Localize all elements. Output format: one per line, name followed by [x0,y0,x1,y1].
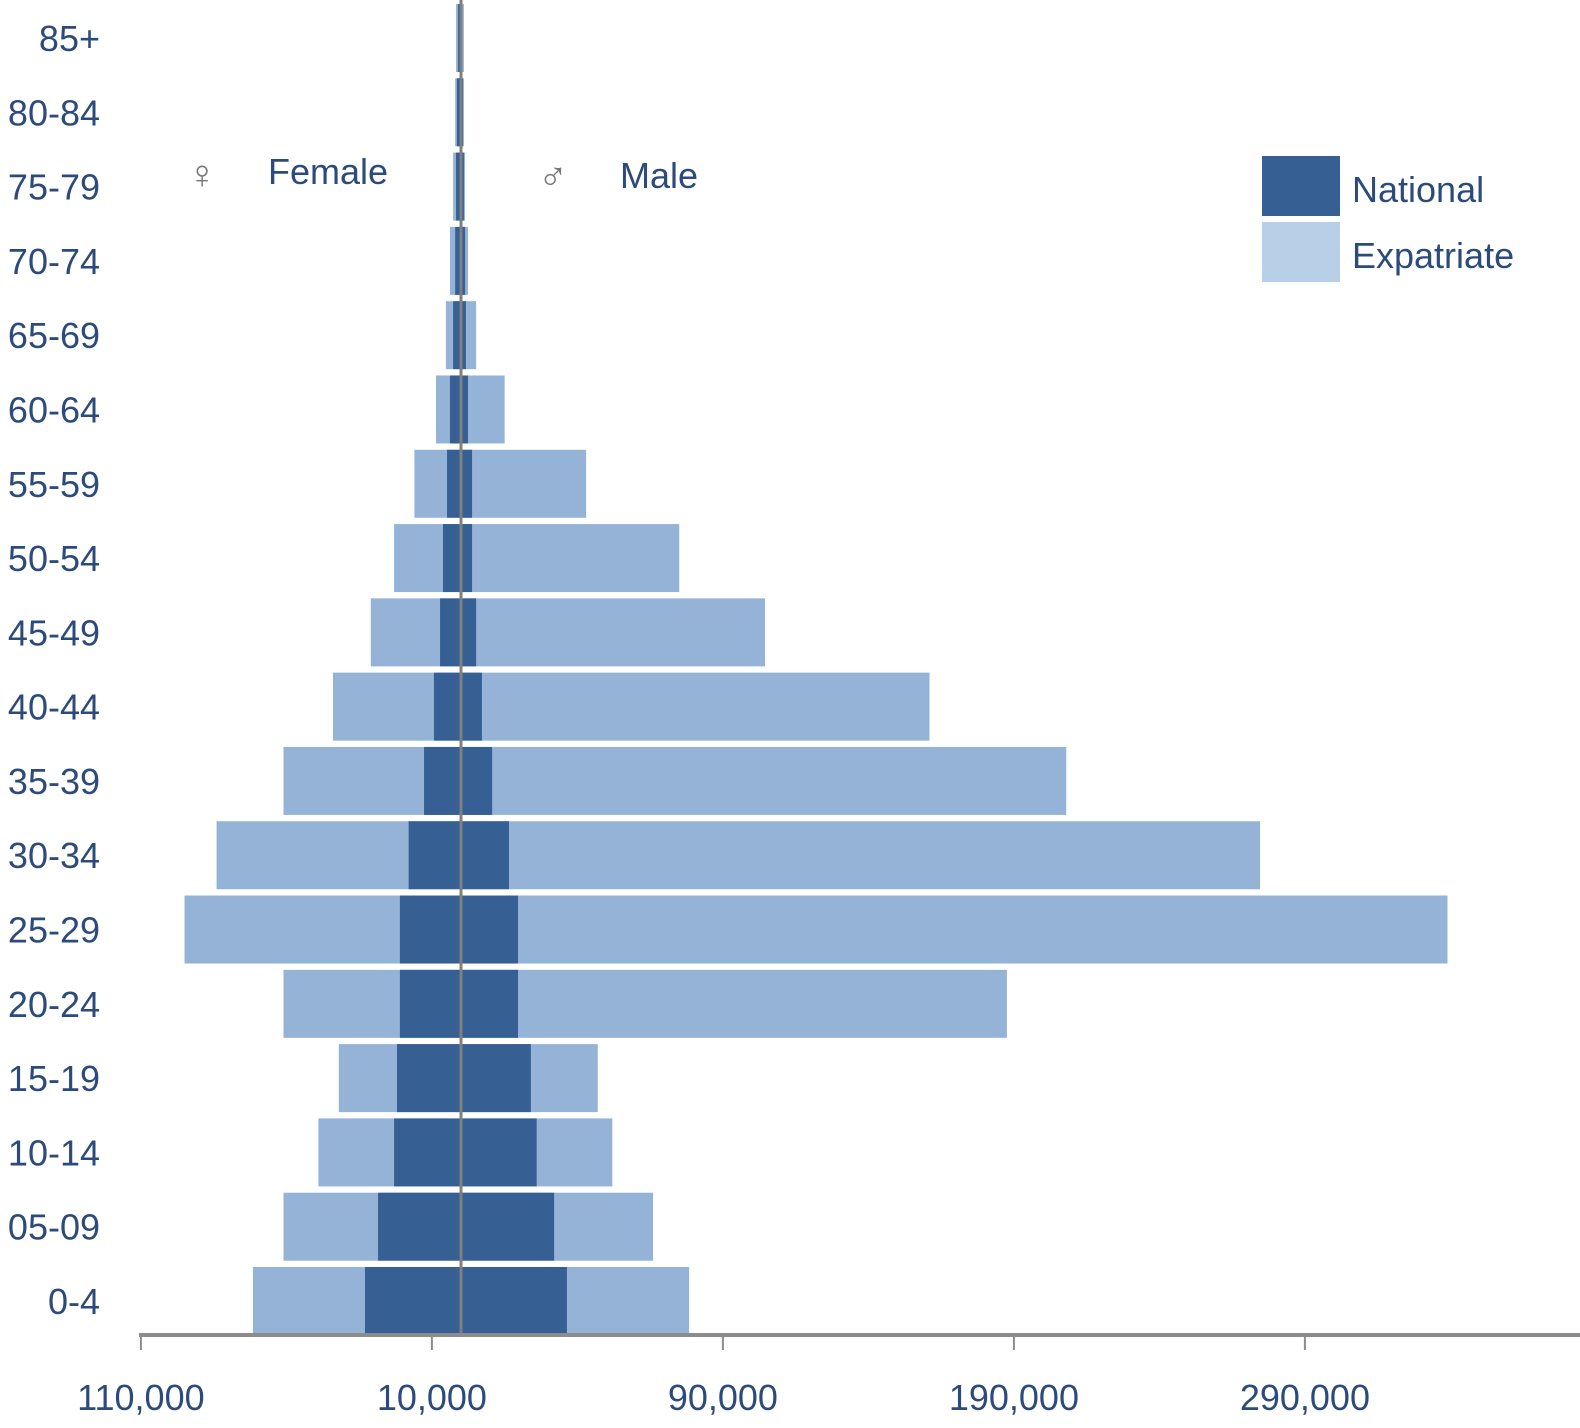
female-symbol: ♀ [187,153,217,197]
x-tick-label: 110,000 [77,1377,204,1418]
age-group-label: 25-29 [8,910,100,951]
bar-male-national-15-19 [461,1044,531,1113]
bar-male-expatriate-25-29 [461,895,1448,964]
age-group-label: 60-64 [8,389,100,430]
bar-male-national-55-59 [461,449,473,518]
age-group-label: 50-54 [8,538,100,579]
bar-female-national-0-4 [364,1267,461,1335]
age-group-label: 55-59 [8,464,100,505]
age-group-label: 05-09 [8,1207,100,1248]
age-group-label: 10-14 [8,1132,100,1173]
male-label: Male [620,155,698,196]
bar-male-national-30-34 [461,821,510,890]
age-group-label: 75-79 [8,167,100,208]
age-group-label: 80-84 [8,92,100,133]
bar-female-national-45-49 [440,598,461,667]
bar-female-national-35-39 [424,746,461,815]
bar-male-national-35-39 [461,746,493,815]
age-group-label: 85+ [39,18,100,59]
bars-group [184,4,1448,1335]
bar-male-expatriate-45-49 [461,598,766,667]
bar-male-expatriate-20-24 [461,969,1007,1038]
bar-male-expatriate-35-39 [461,746,1067,815]
bar-male-national-70-74 [461,226,466,295]
bar-male-national-40-44 [461,672,482,741]
bar-female-national-15-19 [396,1044,461,1113]
bar-female-national-65-69 [453,301,461,370]
bar-female-national-80-84 [456,78,461,147]
bar-female-national-10-14 [394,1118,461,1187]
bar-male-national-60-64 [461,375,468,444]
bar-male-national-45-49 [461,598,477,667]
bar-male-expatriate-50-54 [461,524,680,593]
legend-label-expatriate: Expatriate [1352,235,1514,276]
age-group-label: 40-44 [8,687,100,728]
bar-male-national-25-29 [461,895,519,964]
bar-male-national-50-54 [461,524,473,593]
bar-male-national-65-69 [461,301,466,370]
bar-female-national-05-09 [378,1192,461,1261]
x-tick-label: 190,000 [949,1377,1079,1418]
age-group-labels: 85+ 80-84 75-79 70-74 65-69 60-64 55-59 50-54 45… [8,18,100,1322]
bar-male-expatriate-30-34 [461,821,1261,890]
bar-male-national-05-09 [461,1192,555,1261]
bar-male-national-0-4 [461,1267,567,1335]
bar-female-national-60-64 [449,375,461,444]
age-group-label: 35-39 [8,761,100,802]
bar-female-national-50-54 [442,524,461,593]
bar-female-national-70-74 [455,226,461,295]
bar-male-expatriate-40-44 [461,672,930,741]
bar-female-national-75-79 [456,152,461,221]
age-group-label: 30-34 [8,835,100,876]
male-symbol: ♂ [538,155,568,199]
bar-male-national-20-24 [461,969,519,1038]
x-tick-label: 290,000 [1240,1377,1370,1418]
bar-male-national-10-14 [461,1118,537,1187]
x-tick-label: 90,000 [668,1377,778,1418]
legend-swatch-national [1262,156,1340,216]
bar-female-national-55-59 [447,449,461,518]
bar-male-expatriate-55-59 [461,449,587,518]
age-group-label: 0-4 [48,1281,100,1322]
female-label: Female [268,151,388,192]
age-group-label: 15-19 [8,1058,100,1099]
x-axis-ticks: 110,000 10,000 90,000 190,000 290,000 [77,1335,1370,1418]
x-tick-label: 10,000 [377,1377,487,1418]
bar-female-national-20-24 [399,969,461,1038]
bar-female-national-30-34 [408,821,461,890]
age-group-label: 45-49 [8,612,100,653]
age-group-label: 70-74 [8,241,100,282]
age-group-label: 20-24 [8,984,100,1025]
legend: National Expatriate [1262,156,1514,282]
bar-female-national-25-29 [399,895,461,964]
legend-swatch-expatriate [1262,222,1340,282]
legend-label-national: National [1352,169,1484,210]
bar-male-expatriate-60-64 [461,375,505,444]
bar-female-national-40-44 [433,672,461,741]
age-group-label: 65-69 [8,315,100,356]
